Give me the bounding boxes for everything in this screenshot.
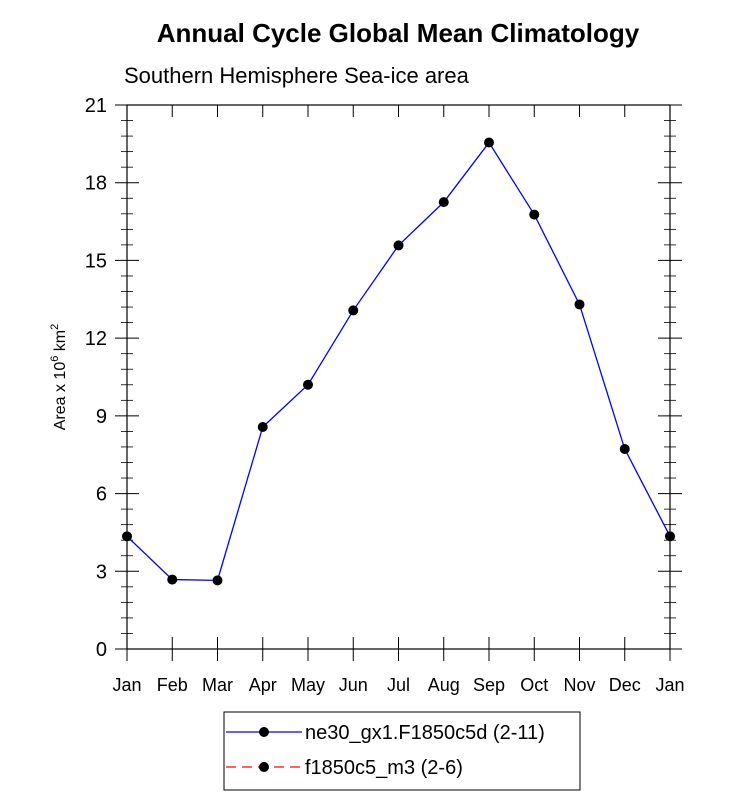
chart-subtitle: Southern Hemisphere Sea-ice area: [124, 63, 470, 88]
data-point: [122, 531, 132, 542]
legend-label: f1850c5_m3 (2-6): [305, 757, 463, 779]
x-tick-label: Oct: [520, 675, 548, 695]
y-tick-label: 15: [85, 250, 107, 272]
x-tick-label: Jan: [655, 675, 684, 695]
legend-marker: [259, 727, 269, 737]
x-tick-label: Aug: [428, 675, 460, 695]
data-point: [665, 531, 675, 542]
data-point: [167, 574, 178, 585]
y-tick-label: 3: [96, 561, 107, 583]
data-point: [303, 379, 313, 390]
series-line: [126, 141, 671, 582]
data-point: [619, 444, 630, 455]
legend: ne30_gx1.F1850c5d (2-11) f1850c5_m3 (2-6): [226, 722, 545, 779]
data-point: [348, 305, 359, 316]
legend-box: [223, 711, 581, 791]
data-point: [529, 209, 540, 220]
x-tick-label: Feb: [157, 675, 188, 695]
x-tick-label: Jul: [387, 675, 410, 695]
x-axis-labels: Jan Feb Mar Apr May Jun Jul Aug Sep Oct Nov Dec Jan: [112, 675, 684, 695]
data-point: [257, 421, 268, 432]
y-tick-label: 18: [85, 173, 107, 195]
y-tick-label: 21: [85, 95, 107, 117]
series-layer: [122, 137, 675, 586]
x-tick-label: Dec: [609, 675, 641, 695]
data-point: [574, 299, 585, 310]
data-point: [212, 575, 223, 586]
x-tick-label: Mar: [202, 675, 233, 695]
legend-marker: [259, 762, 269, 772]
data-point: [438, 197, 449, 208]
y-tick-label: 12: [85, 328, 107, 350]
x-tick-label: Sep: [473, 675, 505, 695]
chart-title: Annual Cycle Global Mean Climatology: [157, 18, 640, 48]
x-tick-label: May: [291, 675, 325, 695]
y-axis-title-prefix: Area x 10: [52, 362, 69, 431]
y-axis-title-exponent: 6: [49, 356, 61, 362]
x-tick-label: Jun: [339, 675, 368, 695]
y-axis-title: Area x 106 km2: [49, 324, 69, 431]
data-point: [393, 240, 404, 251]
y-axis-title-unit: km: [52, 330, 69, 356]
y-axis-title-unit-exponent: 2: [49, 324, 61, 330]
y-tick-label: 6: [96, 484, 107, 506]
x-tick-label: Jan: [112, 675, 141, 695]
y-axis-labels: 0 3 6 9 12 15 18 21: [85, 95, 107, 661]
x-tick-label: Nov: [563, 675, 595, 695]
plot-frame: [126, 104, 671, 650]
axis-ticks: [115, 104, 682, 661]
data-point: [484, 137, 494, 148]
y-tick-label: 9: [96, 406, 107, 428]
x-tick-label: Apr: [249, 675, 277, 695]
legend-label: ne30_gx1.F1850c5d (2-11): [305, 722, 545, 744]
y-tick-label: 0: [96, 639, 107, 661]
